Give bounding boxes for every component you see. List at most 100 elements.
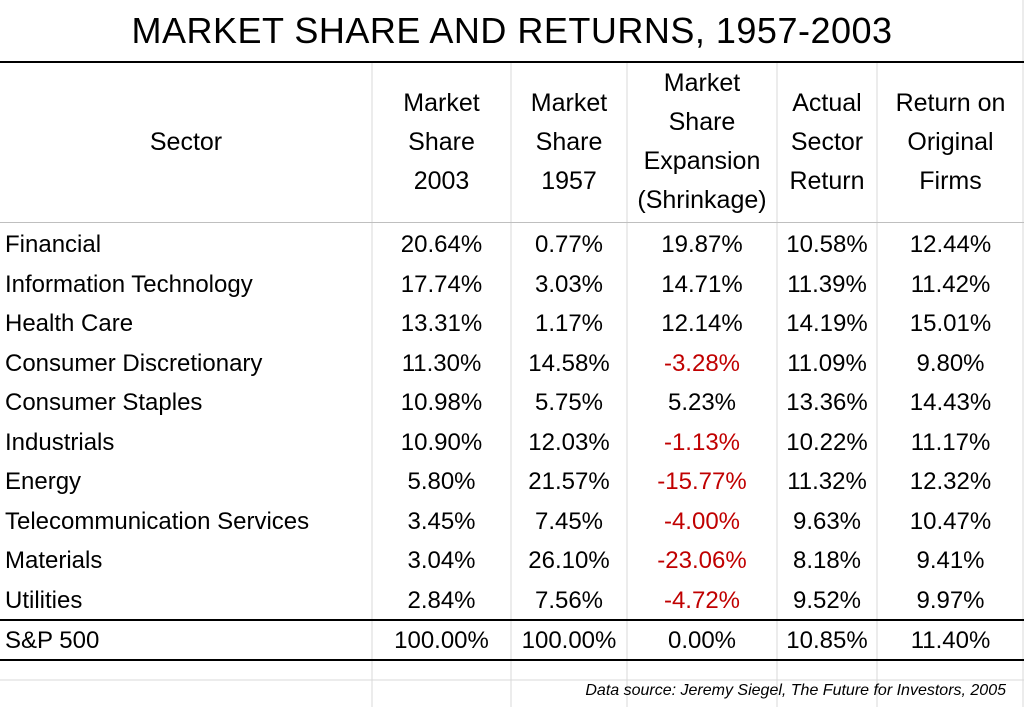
cell-original-return: 11.40% <box>910 627 991 654</box>
header-bottom-rule <box>0 222 1024 223</box>
cell-actual-return: 14.19% <box>786 310 868 337</box>
cell-expansion: 19.87% <box>661 231 743 258</box>
column-header-share-2003: Market Share 2003 <box>372 62 511 222</box>
cell-actual-return: 10.22% <box>786 428 868 456</box>
column-header-actual-return: Actual Sector Return <box>777 62 877 222</box>
column-header-line: Original <box>907 127 994 156</box>
cell-share-1957: 26.10% <box>528 547 610 574</box>
cell-original-return: 11.42% <box>910 270 991 298</box>
cell-expansion: -4.00% <box>663 507 741 535</box>
column-header-line: Share <box>408 127 475 156</box>
total-bottom-rule <box>0 659 1024 661</box>
column-header-line: Return <box>789 166 865 195</box>
column-header-line: Share <box>535 127 603 156</box>
table-row: Financial 20.64% 0.77% 19.87% 10.58% 12.44% <box>0 225 1024 264</box>
column-header-line: 1957 <box>541 166 597 195</box>
column-header-line: Actual <box>792 88 862 117</box>
column-header-line: Market <box>663 69 741 97</box>
cell-expansion: 0.00% <box>667 627 737 654</box>
sector-name: Energy <box>5 468 82 495</box>
cell-original-return: 9.80% <box>916 349 985 377</box>
sector-name: Telecommunication Services <box>5 507 310 535</box>
total-top-rule <box>0 619 1024 621</box>
column-header-line: 2003 <box>413 166 470 195</box>
sector-name: Information Technology <box>5 270 253 298</box>
cell-original-return: 12.44% <box>909 231 992 258</box>
cell-share-2003: 17.74% <box>400 270 483 298</box>
cell-share-1957: 7.56% <box>534 586 604 614</box>
cell-expansion: -1.13% <box>663 428 741 456</box>
title-bottom-rule <box>0 61 1024 63</box>
cell-share-2003: 2.84% <box>407 586 476 614</box>
cell-expansion: 5.23% <box>667 389 737 416</box>
cell-share-2003: 3.04% <box>407 547 476 574</box>
column-header-sector: Sector <box>0 62 372 222</box>
cell-share-1957: 5.75% <box>534 389 604 416</box>
column-header-line: Market <box>403 88 480 117</box>
cell-share-2003: 11.30% <box>401 349 482 377</box>
column-header-share-1957: Market Share 1957 <box>511 62 627 222</box>
sector-name: S&P 500 <box>5 627 100 654</box>
table-row: Consumer Discretionary 11.30% 14.58% -3.28%… <box>0 344 1024 383</box>
sector-name: Consumer Staples <box>5 389 203 416</box>
cell-share-1957: 100.00% <box>521 627 617 654</box>
cell-share-2003: 3.45% <box>407 507 476 535</box>
cell-share-1957: 14.58% <box>528 349 610 377</box>
cell-expansion: 12.14% <box>661 310 743 337</box>
cell-expansion: 14.71% <box>661 270 743 298</box>
cell-actual-return: 11.09% <box>787 349 867 377</box>
cell-share-1957: 3.03% <box>534 270 604 298</box>
cell-share-2003: 10.98% <box>400 389 483 416</box>
column-header-original-return: Return on Original Firms <box>877 62 1024 222</box>
cell-actual-return: 10.85% <box>786 627 868 654</box>
sector-name: Utilities <box>5 586 83 614</box>
table-row: Consumer Staples 10.98% 5.75% 5.23% 13.36% 14… <box>0 383 1024 422</box>
cell-original-return: 9.41% <box>916 547 985 574</box>
sector-name: Health Care <box>5 310 134 337</box>
cell-original-return: 15.01% <box>909 310 992 337</box>
column-header-line: Return on <box>895 88 1006 117</box>
cell-expansion: -23.06% <box>657 547 747 574</box>
column-header-line: Firms <box>919 166 982 195</box>
column-header-line: Share <box>668 108 736 136</box>
cell-actual-return: 11.39% <box>787 270 867 298</box>
cell-share-2003: 20.64% <box>400 231 483 258</box>
sector-name: Consumer Discretionary <box>5 349 263 377</box>
cell-expansion: -4.72% <box>663 586 741 614</box>
table-row: Utilities 2.84% 7.56% -4.72% 9.52% 9.97% <box>0 581 1024 620</box>
cell-share-2003: 100.00% <box>394 627 489 654</box>
sector-name: Materials <box>5 547 103 574</box>
cell-actual-return: 10.58% <box>786 231 868 258</box>
cell-actual-return: 11.32% <box>787 468 867 495</box>
sector-name: Industrials <box>5 428 115 456</box>
cell-actual-return: 9.52% <box>792 586 862 614</box>
cell-original-return: 10.47% <box>909 507 992 535</box>
table-row: Health Care 13.31% 1.17% 12.14% 14.19% 15.01% <box>0 304 1024 343</box>
sector-name: Financial <box>5 231 102 258</box>
table-row: Information Technology 17.74% 3.03% 14.71% 1… <box>0 265 1024 304</box>
cell-actual-return: 8.18% <box>792 547 862 574</box>
cell-share-1957: 21.57% <box>528 468 610 495</box>
cell-actual-return: 13.36% <box>786 389 868 416</box>
cell-share-1957: 7.45% <box>534 507 604 535</box>
table-row: Industrials 10.90% 12.03% -1.13% 10.22% 11.17… <box>0 423 1024 462</box>
cell-share-1957: 1.17% <box>534 310 604 337</box>
total-row: S&P 500 100.00% 100.00% 0.00% 10.85% 11.40% <box>0 621 1024 660</box>
column-header-line: Expansion <box>643 147 761 175</box>
data-source-note: Data source: Jeremy Siegel, The Future f… <box>585 682 1006 699</box>
cell-original-return: 12.32% <box>909 468 992 495</box>
table-row: Materials 3.04% 26.10% -23.06% 8.18% 9.41% <box>0 541 1024 580</box>
cell-expansion: -15.77% <box>657 468 747 495</box>
cell-expansion: -3.28% <box>663 349 741 377</box>
column-header-line: (Shrinkage) <box>637 186 767 214</box>
column-header-line: Sector <box>149 127 223 156</box>
cell-original-return: 9.97% <box>916 586 985 614</box>
column-header-line: Market <box>530 88 608 117</box>
column-header-line: Sector <box>790 127 864 156</box>
cell-share-1957: 0.77% <box>534 231 604 258</box>
table-row: Telecommunication Services 3.45% 7.45% -4.0… <box>0 502 1024 541</box>
cell-share-2003: 10.90% <box>400 428 483 456</box>
cell-share-1957: 12.03% <box>528 428 610 456</box>
column-header-expansion: Market Share Expansion (Shrinkage) <box>627 62 777 222</box>
cell-original-return: 11.17% <box>910 428 991 456</box>
